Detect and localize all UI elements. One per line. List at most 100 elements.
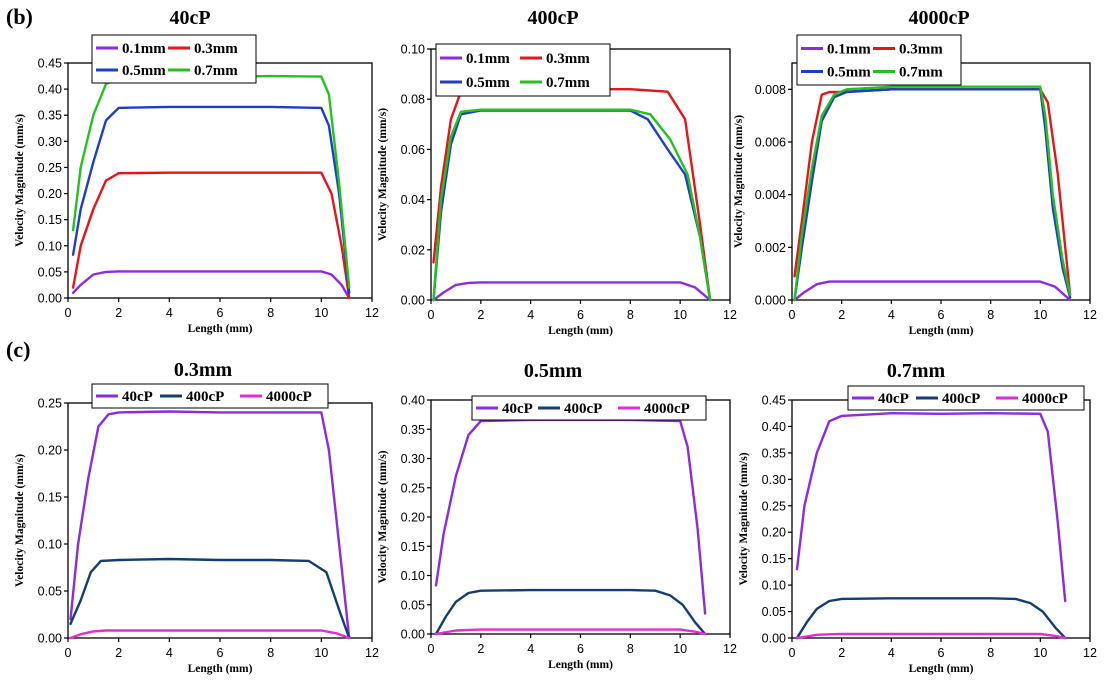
y-tick-label: 0.40: [38, 83, 62, 97]
x-tick-label: 10: [1033, 308, 1047, 322]
y-tick-label: 0.00: [401, 294, 425, 308]
x-tick-label: 0: [428, 308, 435, 322]
x-tick-label: 8: [987, 308, 994, 322]
legend-label: 40cP: [878, 391, 909, 407]
series-line-400cP: [434, 588, 707, 636]
x-tick-label: 4: [888, 308, 895, 322]
x-tick-label: 6: [217, 646, 224, 660]
legend-label: 0.1mm: [122, 41, 166, 57]
y-tick-label: 0.20: [762, 526, 786, 540]
x-tick-label: 4: [166, 306, 173, 320]
chart-panel-4: 0.3mm 0 2 4 6 8 10 12 0.00 0.05 0.10 0.15 0.20 0.25 Le…: [14, 359, 379, 675]
y-tick-label: 0.20: [401, 511, 425, 525]
y-tick-label: 0.25: [762, 499, 786, 513]
y-tick-label: 0.35: [762, 446, 786, 460]
chart-panel-5: 0.5mm 0 2 4 6 8 10 12 0.00 0.05 0.10 0.15 0.20 0.25 0.…: [377, 360, 737, 671]
series-line-0.3mm: [793, 88, 1072, 296]
x-tick-label: 2: [115, 646, 122, 660]
y-tick-label: 0.02: [401, 243, 425, 257]
y-tick-label: 0.00: [401, 628, 425, 642]
x-tick-label: 8: [267, 306, 274, 320]
x-tick-label: 6: [938, 646, 945, 660]
legend-label: 4000cP: [1022, 391, 1068, 407]
legend-label: 0.7mm: [194, 63, 238, 79]
y-tick-label: 0.00: [38, 632, 62, 646]
legend-label: 0.5mm: [122, 63, 166, 79]
y-tick-label: 0.25: [401, 481, 425, 495]
y-tick-label: 0.45: [38, 57, 62, 71]
legend-label: 40cP: [502, 401, 533, 417]
x-tick-label: 4: [888, 646, 895, 660]
series-line-0.1mm: [71, 270, 351, 300]
x-tick-label: 4: [166, 646, 173, 660]
y-tick-label: 0.15: [401, 540, 425, 554]
series-line-0.3mm: [432, 87, 712, 302]
x-tick-label: 0: [789, 308, 796, 322]
series-line-0.7mm: [793, 85, 1072, 302]
legend-label: 0.3mm: [899, 42, 943, 58]
panel-label-c: (c): [6, 337, 31, 362]
chart-title: 0.3mm: [174, 359, 233, 381]
x-tick-label: 6: [217, 306, 224, 320]
y-tick-label: 0.10: [401, 43, 425, 57]
chart-title: 0.5mm: [524, 360, 583, 382]
x-tick-label: 2: [477, 308, 484, 322]
legend-label: 0.1mm: [827, 42, 871, 58]
legend-box: [91, 34, 257, 84]
legend-label: 4000cP: [266, 389, 312, 405]
legend-box: [847, 385, 1085, 411]
x-tick-label: 2: [477, 642, 484, 656]
x-tick-label: 0: [428, 642, 435, 656]
series-line-0.5mm: [71, 105, 351, 294]
x-axis-label: Length (mm): [909, 663, 974, 675]
chart-title: 4000cP: [908, 7, 969, 29]
chart-panel-2: 400cP 0 2 4 6 8 10 12 0.00 0.02 0.04 0.06 0.08 0.10 Le…: [377, 7, 737, 337]
y-tick-label: 0.20: [38, 187, 62, 201]
series-line-400cP: [69, 557, 351, 640]
y-tick-label: 0.00: [38, 292, 62, 306]
y-tick-label: 0.05: [401, 598, 425, 612]
x-tick-label: 6: [938, 308, 945, 322]
x-tick-label: 10: [673, 308, 687, 322]
x-tick-label: 12: [1083, 646, 1097, 660]
x-tick-label: 8: [627, 642, 634, 656]
series-line-0.1mm: [432, 281, 712, 302]
y-tick-label: 0.04: [401, 193, 425, 207]
x-tick-label: 10: [673, 642, 687, 656]
y-tick-label: 0.10: [762, 579, 786, 593]
y-tick-label: 0.30: [762, 473, 786, 487]
x-tick-label: 12: [365, 306, 379, 320]
y-axis-label: Velocity Magnitude (mm/s): [377, 108, 389, 241]
y-axis-label: Velocity Magnitude (mm/s): [738, 452, 750, 585]
x-tick-label: 0: [789, 646, 796, 660]
series-line-0.3mm: [71, 171, 351, 300]
x-tick-label: 0: [65, 306, 72, 320]
x-axis-label: Length (mm): [548, 325, 613, 337]
y-tick-label: 0.25: [38, 397, 62, 411]
series-line-0.5mm: [793, 88, 1072, 302]
y-tick-label: 0.25: [38, 161, 62, 175]
y-axis-label: Velocity Magnitude (mm/s): [14, 114, 26, 247]
y-tick-label: 0.35: [38, 109, 62, 123]
y-tick-label: 0.08: [401, 93, 425, 107]
x-tick-label: 12: [723, 308, 737, 322]
y-tick-label: 0.40: [401, 394, 425, 408]
series-line-0.1mm: [793, 280, 1072, 302]
y-tick-label: 0.10: [401, 569, 425, 583]
chart-title: 400cP: [527, 7, 578, 29]
y-tick-label: 0.000: [755, 294, 786, 308]
legend-label: 0.5mm: [466, 75, 510, 91]
x-tick-label: 10: [314, 306, 328, 320]
legend-box: [796, 34, 962, 86]
legend-label: 0.3mm: [546, 51, 590, 67]
y-tick-label: 0.30: [401, 452, 425, 466]
series-line-40cP: [434, 418, 707, 615]
y-tick-label: 0.35: [401, 423, 425, 437]
chart-panel-3: 4000cP 0 2 4 6 8 10 12 0.000 0.002 0.004 0.006 0.008…: [733, 7, 1097, 337]
legend-label: 0.5mm: [827, 65, 871, 81]
y-tick-label: 0.15: [38, 491, 62, 505]
y-tick-label: 0.10: [38, 239, 62, 253]
series-line-4000cP: [434, 628, 707, 636]
y-tick-label: 0.008: [755, 83, 786, 97]
